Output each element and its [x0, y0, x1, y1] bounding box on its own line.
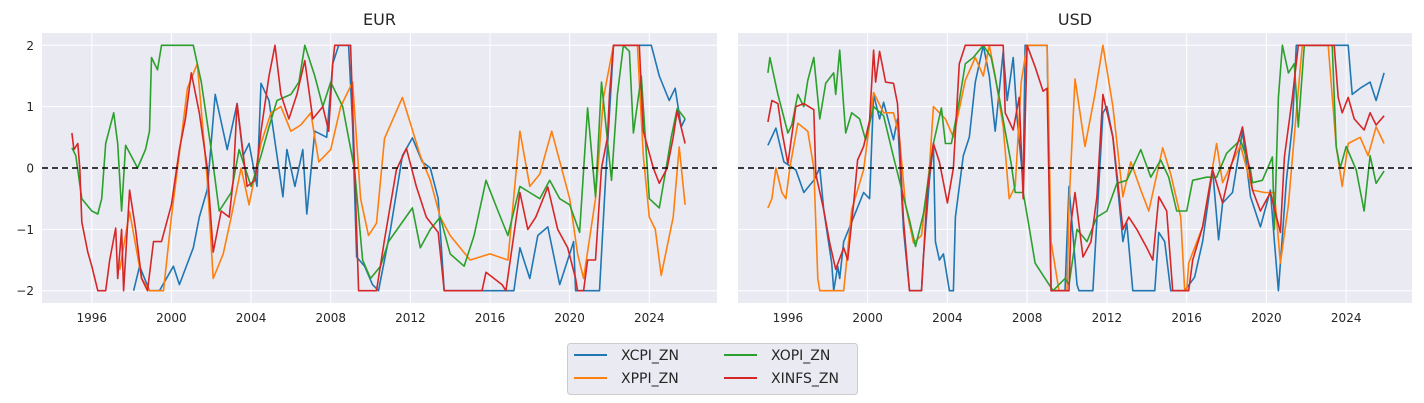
x-tick-label: 1996	[773, 311, 804, 325]
legend-label-xinfs: XINFS_ZN	[771, 371, 839, 387]
legend-label-xopi: XOPI_ZN	[771, 348, 830, 364]
x-tick-label: 2004	[932, 311, 963, 325]
x-tick-label: 2024	[1331, 311, 1362, 325]
x-tick-label: 2004	[236, 311, 267, 325]
legend-label-xppi: XPPI_ZN	[621, 371, 679, 387]
x-tick-label: 2020	[1251, 311, 1282, 325]
series-line-xopi-zn	[71, 44, 686, 280]
panel-eur: 1996 2000 2004 2008 2012 2016 2020 2024 −2 −1 0 1 2 E…	[16, 10, 717, 325]
x-tick-label: 2012	[1092, 311, 1123, 325]
legend-frame	[567, 343, 858, 395]
series-line-xinfs-zn	[767, 44, 1385, 292]
legend-label-xcpi: XCPI_ZN	[621, 348, 679, 364]
y-tick-label: 0	[26, 162, 34, 176]
x-tick-label: 2008	[315, 311, 346, 325]
series-line-xopi-zn	[767, 44, 1385, 292]
y-tick-label: 2	[26, 39, 34, 53]
x-tick-label: 2016	[475, 311, 506, 325]
legend: XCPI_ZN XPPI_ZN XOPI_ZN XINFS_ZN	[567, 343, 858, 395]
x-tick-label: 2016	[1171, 311, 1202, 325]
x-tick-label: 2008	[1012, 311, 1043, 325]
series-line-xcpi-zn	[767, 44, 1385, 292]
panel-title: EUR	[363, 10, 396, 29]
panel-title: USD	[1058, 10, 1092, 29]
x-tick-label: 2024	[634, 311, 665, 325]
panel-usd: 1996 2000 2004 2008 2012 2016 2020 2024 USD	[738, 10, 1412, 325]
y-tick-label: −1	[16, 223, 34, 237]
y-tick-label: −2	[16, 284, 34, 298]
x-tick-label: 2000	[156, 311, 187, 325]
x-tick-label: 2012	[395, 311, 426, 325]
x-tick-label: 2020	[554, 311, 585, 325]
y-tick-label: 1	[26, 100, 34, 114]
x-tick-label: 1996	[77, 311, 108, 325]
x-tick-label: 2000	[852, 311, 883, 325]
series-line-xinfs-zn	[71, 44, 686, 292]
